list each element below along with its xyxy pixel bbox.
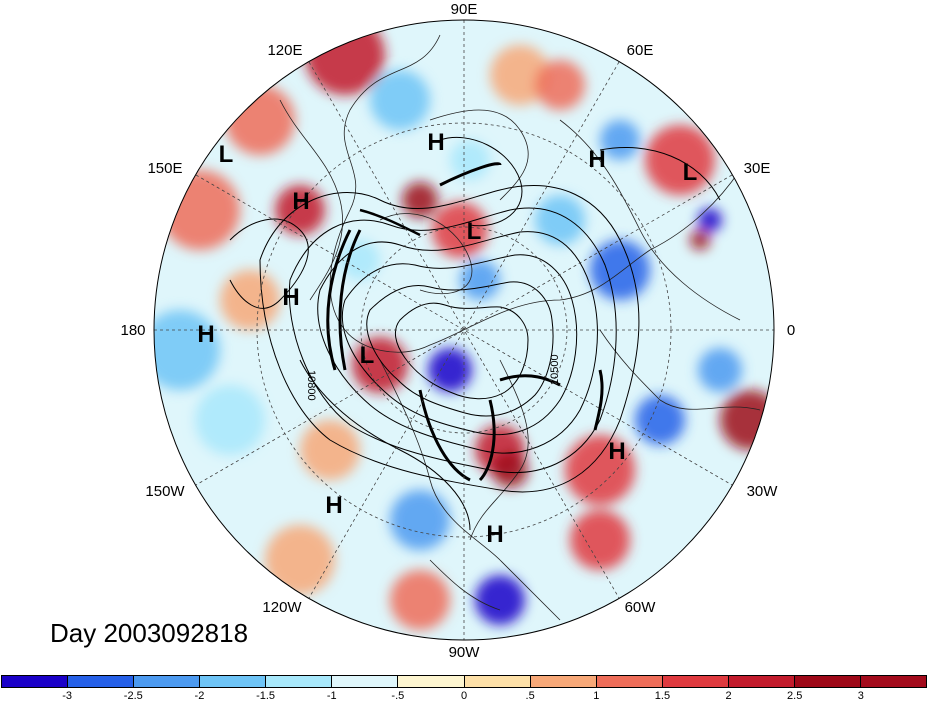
pressure-center-high: H bbox=[608, 438, 625, 465]
anomaly-blob bbox=[450, 140, 490, 180]
anomaly-blob bbox=[570, 510, 630, 570]
lon-label-90e: 90E bbox=[451, 1, 478, 18]
pressure-center-high: H bbox=[197, 321, 214, 348]
graticule bbox=[154, 20, 774, 640]
height-contours bbox=[229, 136, 721, 531]
anomaly-blob bbox=[220, 270, 280, 330]
pressure-center-high: H bbox=[282, 284, 299, 311]
colorbar-swatch bbox=[464, 676, 531, 687]
anomaly-blob bbox=[590, 240, 650, 300]
colorbar-tick-label: -2.5 bbox=[123, 690, 143, 702]
anomaly-blob bbox=[720, 390, 774, 450]
anomaly-blob bbox=[565, 435, 635, 505]
colorbar-tick-label: -3 bbox=[62, 690, 73, 702]
anomaly-blob bbox=[265, 525, 335, 595]
anomaly-blob bbox=[390, 490, 450, 550]
lon-label-150e: 150E bbox=[147, 160, 182, 177]
colorbar-swatch bbox=[530, 676, 597, 687]
lon-label-60e: 60E bbox=[627, 42, 654, 59]
colorbar-swatch bbox=[596, 676, 663, 687]
colorbar-tick-label: 1 bbox=[593, 690, 600, 702]
colorbar-swatch bbox=[134, 676, 201, 687]
pressure-center-high: H bbox=[325, 492, 342, 519]
colorbar-swatch bbox=[266, 676, 333, 687]
colorbar-swatch bbox=[794, 676, 862, 687]
pressure-center-high: H bbox=[427, 129, 444, 156]
pressure-center-low: L bbox=[683, 159, 698, 186]
polar-map: 10800 10500 90E 60E 120E 150E 30E 180 0 … bbox=[120, 1, 795, 661]
map-boundary bbox=[153, 19, 775, 641]
colorbar-tick-label: 1.5 bbox=[654, 690, 671, 702]
anomaly-blob bbox=[195, 385, 265, 455]
lon-label-150w: 150W bbox=[145, 483, 185, 500]
lon-label-60w: 60W bbox=[625, 599, 657, 616]
anomaly-blob bbox=[492, 452, 528, 488]
colorbar-tick-label: 3 bbox=[857, 690, 864, 702]
pressure-center-high: H bbox=[588, 146, 605, 173]
anomaly-blob bbox=[370, 70, 430, 130]
anomaly-blob bbox=[402, 182, 438, 218]
anomaly-blob bbox=[698, 348, 742, 392]
lon-label-30w: 30W bbox=[747, 483, 779, 500]
anomaly-blob bbox=[535, 195, 585, 245]
colorbar-tick-labels: -3 -2.5 -2 -1.5 -1 -.5 0 .5 1 1.5 2 2.5 3 bbox=[0, 690, 928, 702]
anomaly-blob bbox=[160, 170, 240, 250]
colorbar-tick-label: -2 bbox=[194, 690, 205, 702]
pressure-center-high: H bbox=[292, 188, 309, 215]
colorbar-swatch bbox=[2, 676, 69, 687]
anomaly-blob bbox=[390, 570, 450, 630]
pressure-center-low: L bbox=[467, 218, 482, 245]
colorbar-swatch bbox=[332, 676, 399, 687]
anomaly-blob bbox=[535, 60, 585, 110]
anomaly-blob bbox=[635, 395, 685, 445]
colorbar-tick-label: -.5 bbox=[391, 690, 405, 702]
anomaly-blob bbox=[600, 120, 640, 160]
lon-label-0: 0 bbox=[787, 322, 795, 339]
contour-label-10500: 10500 bbox=[549, 354, 561, 385]
lon-label-120w: 120W bbox=[262, 599, 302, 616]
pressure-center-high: H bbox=[486, 521, 503, 548]
lon-label-30e: 30E bbox=[744, 160, 771, 177]
anomaly-blob bbox=[690, 230, 710, 250]
anomaly-blob bbox=[460, 260, 500, 300]
colorbar-swatch bbox=[200, 676, 267, 687]
day-caption: Day 2003092818 bbox=[50, 618, 249, 648]
anomaly-blob bbox=[490, 45, 550, 105]
pressure-center-low: L bbox=[360, 342, 375, 369]
colorbar-tick-label: 0 bbox=[460, 690, 468, 702]
lon-label-180: 180 bbox=[120, 322, 145, 339]
colorbar-swatch bbox=[68, 676, 135, 687]
colorbar-tick-label: 2.5 bbox=[787, 690, 803, 702]
colorbar-swatch bbox=[662, 676, 729, 687]
anomaly-blob bbox=[300, 420, 360, 480]
colorbar-swatch bbox=[728, 676, 795, 687]
colorbar-swatch bbox=[398, 676, 465, 687]
anomaly-shading bbox=[154, 20, 774, 640]
colorbar-tick-label: 2 bbox=[725, 690, 732, 702]
colorbar-tick-label: -1.5 bbox=[256, 690, 276, 702]
lon-label-90w: 90W bbox=[449, 644, 481, 661]
contour-label-10800: 10800 bbox=[305, 370, 317, 401]
anomaly-blob bbox=[428, 348, 472, 392]
colorbar bbox=[1, 675, 927, 688]
colorbar-swatch bbox=[861, 676, 927, 687]
anomaly-blob bbox=[698, 208, 722, 232]
colorbar-tick-label: -1 bbox=[326, 690, 337, 702]
pressure-center-low: L bbox=[219, 141, 234, 168]
anomaly-blob bbox=[475, 575, 525, 625]
colorbar-tick-label: .5 bbox=[525, 690, 535, 702]
anomaly-blob bbox=[305, 20, 385, 95]
lon-label-120e: 120E bbox=[267, 42, 302, 59]
anomaly-blob bbox=[352, 337, 408, 393]
